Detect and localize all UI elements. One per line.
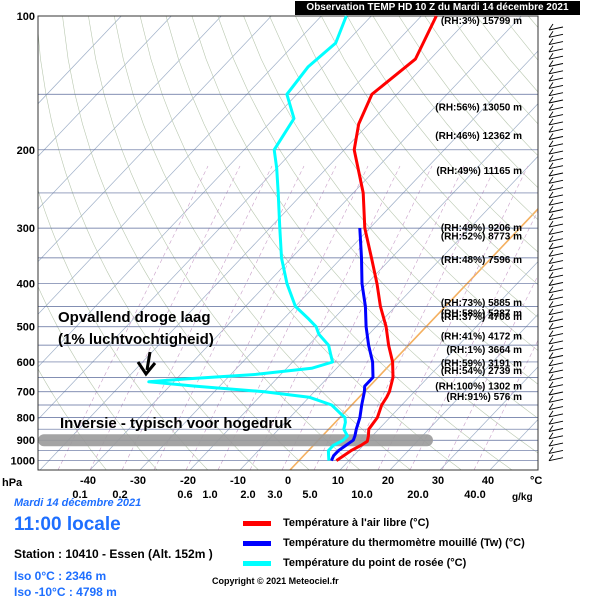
rh-height-label: (RH:91%) 576 m — [446, 392, 522, 403]
dry-adiabat — [63, 16, 310, 470]
y-tick-label: 500 — [17, 322, 35, 334]
legend-dew-point: Température du point de rosée (°C) — [243, 557, 466, 569]
x-tick-label: -20 — [180, 475, 196, 487]
x-axis-label: °C — [530, 475, 542, 487]
legend-label: Température du thermomètre mouillé (Tw) … — [283, 537, 525, 549]
chart-title: Observation TEMP HD 10 Z du Mardi 14 déc… — [295, 1, 580, 15]
y-tick-label: 200 — [17, 145, 35, 157]
y-tick-label: 1000 — [11, 456, 35, 468]
legend-wet-bulb: Température du thermomètre mouillé (Tw) … — [243, 537, 525, 549]
x-tick-label: 20 — [382, 475, 394, 487]
rh-height-label: (RH:73%) 5885 m — [441, 298, 522, 309]
dry-adiabat — [140, 16, 461, 470]
inversion-band — [38, 434, 433, 446]
rh-height-label: (RH:3%) 15799 m — [441, 16, 522, 27]
copyright: Copyright © 2021 Meteociel.fr — [212, 576, 339, 586]
isotherm-line — [0, 16, 121, 470]
mixing-ratio-tick-label: 20.0 — [407, 489, 428, 501]
station-label: Station : 10410 - Essen (Alt. 152m ) — [14, 547, 213, 561]
isotherm-line — [540, 16, 595, 470]
y-tick-label: 800 — [17, 412, 35, 424]
isotherm-line — [40, 16, 471, 470]
legend-swatch-blue — [243, 541, 271, 546]
y-tick-label: 700 — [17, 387, 35, 399]
iso10-label: Iso -10°C : 4798 m — [14, 585, 117, 599]
isotherm-line — [0, 16, 421, 470]
rh-height-label: (RH:49%) 11165 m — [436, 166, 522, 177]
mixing-ratio-tick-label: 40.0 — [464, 489, 485, 501]
isotherm-line — [190, 16, 595, 470]
x-tick-label: 10 — [332, 475, 344, 487]
y-tick-label: 300 — [17, 223, 35, 235]
mixing-ratio-tick-label: 2.0 — [240, 489, 255, 501]
isotherm-line — [0, 16, 171, 470]
y-tick-label: 600 — [17, 357, 35, 369]
rh-height-label: (RH:48%) 7596 m — [441, 255, 522, 266]
annotation-dry-layer-line1: Opvallend droge laag — [58, 309, 211, 326]
mixing-ratio-tick-label: 1.0 — [202, 489, 217, 501]
series-line-1 — [331, 228, 373, 461]
dry-adiabat — [0, 16, 106, 470]
series-line-2 — [149, 16, 348, 461]
x-tick-label: 0 — [285, 475, 291, 487]
mixing-ratio-tick-label: 10.0 — [351, 489, 372, 501]
x-tick-label: -10 — [230, 475, 246, 487]
isotherm-line — [590, 16, 595, 470]
legend-label: Température à l'air libre (°C) — [283, 517, 429, 529]
legend-swatch-cyan — [243, 561, 271, 566]
mixing-ratio-tick-label: 3.0 — [267, 489, 282, 501]
dry-adiabat — [11, 16, 208, 470]
rh-height-label: (RH:56%) 13050 m — [435, 103, 522, 114]
x-tick-label: 40 — [482, 475, 494, 487]
annotation-inversion: Inversie - typisch voor hogedruk — [60, 415, 292, 432]
legend-air-temp: Température à l'air libre (°C) — [243, 517, 429, 529]
rh-height-label: (RH:46%) 12362 m — [435, 131, 522, 142]
dry-adiabat — [37, 16, 259, 470]
y-axis-label: hPa — [2, 477, 23, 489]
rh-height-label: (RH:52%) 8773 m — [441, 232, 522, 243]
y-tick-label: 900 — [17, 435, 35, 447]
legend-swatch-red — [243, 521, 271, 526]
dry-adiabat — [0, 16, 157, 470]
y-tick-label: 100 — [17, 11, 35, 23]
local-time: 11:00 locale — [14, 514, 121, 536]
isotherm-line — [0, 16, 271, 470]
annotation-dry-layer-line2: (1% luchtvochtigheid) — [58, 331, 214, 348]
mixing-ratio-tick-label: 5.0 — [302, 489, 317, 501]
date-label: Mardi 14 décembre 2021 — [14, 497, 141, 509]
mixing-ratio-unit-label: g/kg — [512, 492, 533, 503]
x-tick-label: -30 — [130, 475, 146, 487]
mixing-ratio-tick-label: 0.6 — [177, 489, 192, 501]
iso0-label: Iso 0°C : 2346 m — [14, 569, 106, 583]
rh-height-label: (RH:41%) 4172 m — [441, 331, 522, 342]
y-tick-label: 400 — [17, 279, 35, 291]
rh-height-label: (RH:54%) 2739 m — [441, 366, 522, 377]
isotherm-line — [0, 16, 321, 470]
rh-height-label: (RH:1%) 3664 m — [446, 345, 522, 356]
x-tick-label: 30 — [432, 475, 444, 487]
isotherm-line — [0, 16, 221, 470]
rh-height-label: (RH:37%) 4708 m — [441, 312, 522, 323]
rh-height-label: (RH:100%) 1302 m — [435, 382, 522, 393]
x-tick-label: -40 — [80, 475, 96, 487]
legend-label: Température du point de rosée (°C) — [283, 557, 466, 569]
